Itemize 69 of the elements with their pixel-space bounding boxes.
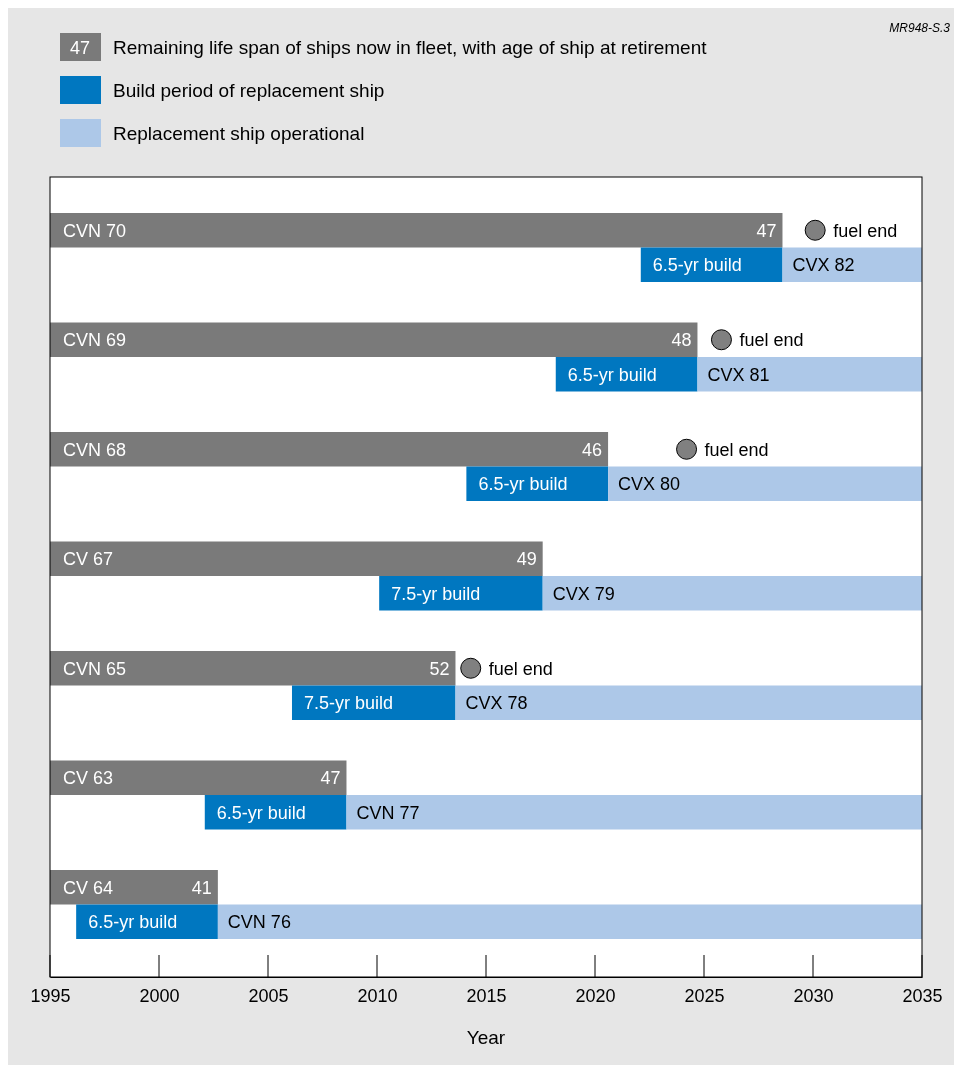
- data-label: 6.5-yr build: [652, 255, 742, 276]
- x-tick-label: 2030: [793, 985, 834, 1006]
- text: fuel end: [833, 220, 898, 241]
- y-tick-label: CV 67: [63, 549, 114, 570]
- bar: [50, 870, 218, 905]
- data-label: CVN 76: [227, 912, 291, 933]
- data-label: 6.5-yr build: [216, 802, 306, 823]
- x-axis-title: Year: [466, 1027, 506, 1048]
- y-tick-label: CVN 70: [63, 220, 127, 241]
- annotation: 47: [756, 220, 777, 241]
- bar: [217, 904, 922, 939]
- legend-label: Remaining life span of ships now in fleet, with age of ship at retirement: [113, 37, 708, 58]
- point: [460, 657, 482, 679]
- text: 47: [69, 38, 91, 59]
- annotation: 48: [671, 330, 692, 351]
- data-label: 6.5-yr build: [88, 912, 178, 933]
- text: fuel end: [739, 330, 804, 351]
- bar: [291, 685, 456, 720]
- bar: [50, 541, 543, 576]
- bar: [204, 795, 347, 830]
- x-tick-label: 1995: [30, 985, 71, 1006]
- bar: [50, 651, 456, 686]
- bar: [50, 432, 609, 467]
- point: [676, 438, 698, 460]
- data-label: 6.5-yr build: [567, 364, 657, 385]
- point: [710, 329, 732, 351]
- x-tick-label: 2025: [684, 985, 725, 1006]
- data-label: CVX 81: [707, 364, 770, 385]
- annotation: 49: [516, 549, 537, 570]
- x-tick-label: 2035: [902, 985, 943, 1006]
- y-tick-label: CV 64: [63, 877, 114, 898]
- x-tick-label: 2015: [466, 985, 507, 1006]
- bar: [455, 685, 922, 720]
- legend-label: Replacement ship operational: [113, 123, 365, 144]
- x-tick-label: 2000: [139, 985, 180, 1006]
- bar: [50, 322, 698, 357]
- bar: [608, 466, 922, 501]
- bar: [50, 213, 783, 248]
- series-label: fuel end: [488, 658, 553, 679]
- x-tick-label: 2010: [357, 985, 398, 1006]
- bar: [542, 576, 922, 611]
- y-tick-label: CVN 69: [63, 330, 127, 351]
- x-tick-label: 2020: [575, 985, 616, 1006]
- data-label: 7.5-yr build: [391, 583, 481, 604]
- data-label: CVN 77: [356, 802, 420, 823]
- y-tick-label: CVN 65: [63, 658, 127, 679]
- text: MR948-S.3: [889, 21, 951, 35]
- data-label: 7.5-yr build: [303, 693, 394, 714]
- annotation: 47: [320, 768, 341, 789]
- point: [804, 219, 826, 241]
- bar: [782, 247, 922, 282]
- data-label: CVX 78: [465, 693, 528, 714]
- bar: [697, 357, 922, 392]
- legend-label: Build period of replacement ship: [113, 80, 385, 101]
- data-label: CVX 79: [552, 583, 615, 604]
- annotation: 41: [191, 877, 212, 898]
- text: fuel end: [704, 439, 769, 460]
- annotation: 52: [429, 658, 450, 679]
- bar: [379, 576, 543, 611]
- data-label: CVX 82: [792, 255, 855, 276]
- data-label: CVX 80: [618, 474, 681, 495]
- bar: [346, 795, 922, 830]
- y-tick-label: CVN 68: [63, 439, 127, 460]
- data-label: 6.5-yr build: [478, 474, 568, 495]
- x-tick-label: 2005: [248, 985, 289, 1006]
- y-tick-label: CV 63: [63, 768, 114, 789]
- annotation: 46: [582, 439, 603, 460]
- bar: [555, 357, 698, 392]
- bar: [50, 760, 347, 795]
